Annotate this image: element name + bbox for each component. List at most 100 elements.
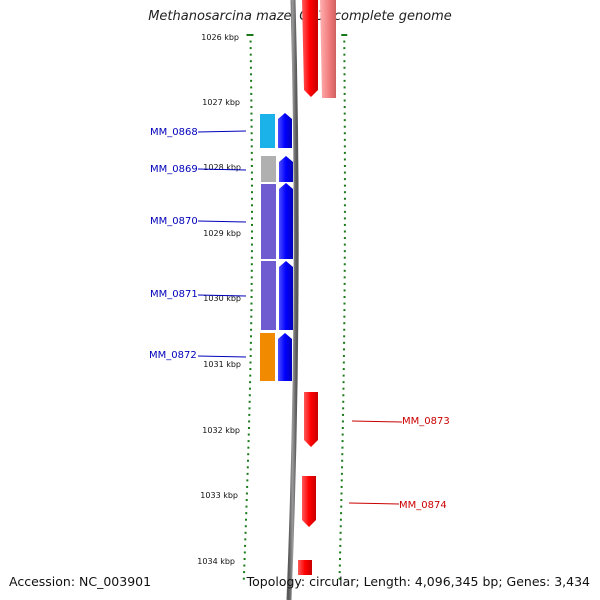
minor-tick	[340, 485, 343, 488]
gene-label-mm-0870[interactable]: MM_0870	[150, 216, 198, 227]
minor-tick	[250, 243, 253, 246]
gene-block-mm-0868[interactable]	[260, 114, 275, 148]
gene-label-mm-0869[interactable]: MM_0869	[150, 164, 198, 175]
tick-label: 1032 kbp	[202, 426, 240, 435]
minor-tick	[343, 263, 346, 266]
minor-tick	[246, 485, 249, 488]
major-tick	[341, 34, 348, 36]
minor-tick	[343, 256, 346, 259]
gene-block-mm-0870[interactable]	[261, 184, 276, 259]
minor-tick	[250, 151, 253, 154]
reverse-gene-arrow-bottom[interactable]	[298, 560, 312, 575]
minor-tick	[243, 558, 246, 560]
minor-tick	[341, 420, 344, 423]
minor-tick	[244, 531, 247, 534]
gene-block-mm-0871[interactable]	[261, 261, 276, 330]
minor-tick	[343, 112, 346, 115]
minor-tick	[250, 165, 253, 167]
minor-tick	[246, 479, 249, 482]
minor-tick	[343, 315, 346, 318]
tick-label: 1034 kbp	[197, 557, 235, 566]
reverse-gene-arrow-top[interactable]	[302, 0, 318, 97]
minor-tick	[338, 564, 341, 567]
minor-tick	[247, 440, 250, 443]
minor-tick	[343, 289, 346, 292]
forward-gene-arrow-mm-0871[interactable]	[279, 261, 293, 330]
gene-label-mm-0872[interactable]: MM_0872	[149, 350, 197, 361]
minor-tick	[343, 335, 346, 338]
forward-gene-arrow-mm-0872[interactable]	[278, 333, 292, 381]
forward-gene-arrow-mm-0868[interactable]	[278, 113, 292, 148]
gene-block-mm-0869[interactable]	[261, 156, 276, 182]
tick-label: 1028 kbp	[203, 163, 241, 172]
minor-tick	[343, 125, 346, 128]
minor-tick	[342, 381, 345, 384]
minor-tick	[247, 427, 250, 429]
minor-tick	[250, 269, 253, 272]
label-leader-line	[197, 355, 247, 358]
minor-tick	[343, 184, 346, 187]
minor-tick	[250, 79, 253, 82]
minor-tick	[341, 466, 344, 469]
minor-tick	[243, 551, 246, 554]
accession-text: Accession: NC_003901	[9, 574, 152, 589]
minor-tick	[250, 237, 253, 240]
minor-tick	[341, 453, 344, 456]
tick-label: 1026 kbp	[201, 33, 239, 42]
gene-label-mm-0874[interactable]: MM_0874	[399, 500, 447, 511]
minor-tick	[343, 66, 346, 69]
scale-ring-right	[338, 34, 348, 580]
minor-tick	[250, 178, 253, 181]
minor-tick	[343, 106, 346, 109]
minor-tick	[249, 40, 252, 43]
minor-tick	[341, 440, 344, 443]
minor-tick	[246, 472, 249, 475]
minor-tick	[343, 171, 346, 174]
minor-tick	[244, 538, 247, 541]
gene-label-mm-0873[interactable]: MM_0873	[402, 416, 450, 427]
minor-tick	[343, 302, 346, 305]
minor-tick	[249, 53, 252, 56]
minor-tick	[250, 119, 253, 122]
minor-tick	[343, 328, 346, 331]
minor-tick	[343, 73, 346, 76]
minor-tick	[250, 138, 253, 141]
minor-tick	[343, 269, 346, 272]
forward-gene-arrow-mm-0869[interactable]	[279, 156, 293, 182]
major-tick	[246, 34, 254, 36]
minor-tick	[343, 309, 346, 312]
reverse-gene-arrow-top-outer[interactable]	[320, 0, 336, 98]
minor-tick	[342, 413, 345, 416]
minor-tick	[246, 459, 249, 462]
minor-tick	[250, 230, 253, 233]
minor-tick	[343, 151, 346, 154]
minor-tick	[246, 466, 249, 469]
minor-tick	[250, 315, 253, 318]
minor-tick	[338, 577, 341, 580]
minor-tick	[242, 577, 245, 580]
minor-tick	[250, 106, 253, 109]
minor-tick	[343, 191, 346, 194]
minor-tick	[249, 374, 252, 377]
reverse-gene-arrow-mm-0873[interactable]	[304, 392, 318, 447]
minor-tick	[343, 79, 346, 82]
gene-label-mm-0868[interactable]: MM_0868	[150, 127, 198, 138]
label-leader-line	[197, 168, 247, 171]
minor-tick	[250, 276, 253, 279]
forward-gene-arrow-mm-0870[interactable]	[279, 183, 293, 259]
minor-tick	[250, 112, 253, 115]
minor-tick	[251, 217, 254, 220]
minor-tick	[250, 328, 253, 331]
gene-block-mm-0872[interactable]	[260, 333, 275, 381]
minor-tick	[343, 296, 346, 298]
minor-tick	[250, 282, 253, 285]
minor-tick	[247, 433, 250, 436]
minor-tick	[343, 40, 346, 43]
map-title: Methanosarcina mazei Go1, complete genom…	[148, 9, 452, 24]
minor-tick	[250, 309, 253, 312]
minor-tick	[250, 145, 253, 148]
gene-label-mm-0871[interactable]: MM_0871	[150, 289, 198, 300]
reverse-gene-arrow-mm-0874[interactable]	[302, 476, 316, 527]
minor-tick	[343, 53, 346, 56]
